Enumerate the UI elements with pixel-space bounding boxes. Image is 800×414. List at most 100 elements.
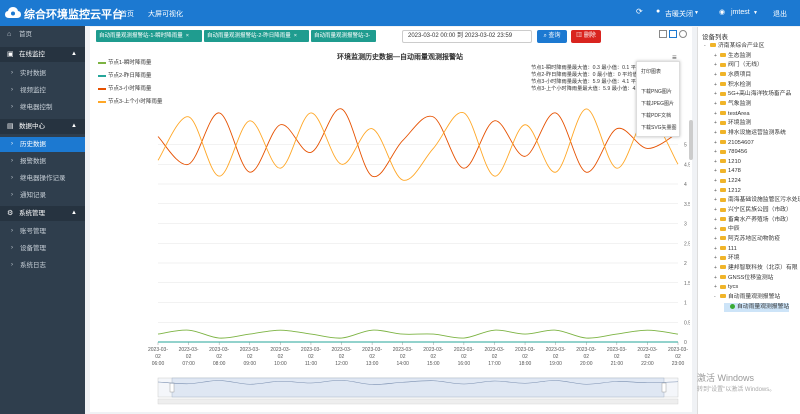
expand-icon[interactable]: + — [714, 71, 717, 78]
refresh-icon[interactable]: ⟳ — [636, 7, 643, 16]
tree-node[interactable]: + 南海基础设施监管区污水处理 — [714, 196, 800, 205]
scrollbar[interactable] — [689, 120, 693, 160]
expand-icon[interactable]: + — [714, 207, 717, 214]
weather-toggle[interactable]: 吉暖关闭 — [665, 11, 693, 18]
nav-big-screen[interactable]: 大屏可视化 — [148, 11, 183, 18]
tree-node[interactable]: + 阿克苏地区动物防疫 — [714, 235, 780, 244]
tree-node[interactable]: + 环境监测 — [714, 119, 751, 128]
stat-line-1: 节点1-瞬时降雨量最大值：0.3 最小值：0.1 平均值 — [531, 65, 647, 71]
legend-item-1[interactable]: 节点1-瞬时降雨量 — [98, 58, 151, 66]
tree-node[interactable]: +21054607 — [714, 139, 754, 148]
expand-icon[interactable]: + — [714, 255, 717, 262]
tree-node[interactable]: + 生态监测 — [714, 52, 751, 61]
close-icon[interactable]: × — [293, 33, 297, 39]
sidebar-item-relay-log[interactable]: › 继电器操作记录 — [0, 171, 85, 186]
expand-icon[interactable]: + — [714, 178, 717, 185]
menu-jpeg[interactable]: 下载JPEG图片 — [641, 101, 675, 107]
tree-node[interactable]: + 排水设施运营监测系统 — [714, 129, 786, 138]
expand-icon[interactable]: + — [714, 264, 717, 271]
expand-icon[interactable]: + — [714, 158, 717, 165]
tree-node[interactable]: + testArea — [714, 110, 750, 119]
tree-node[interactable]: + 建邦智联科技（北京）有限 — [714, 264, 798, 273]
expand-icon[interactable]: + — [714, 62, 717, 69]
expand-icon[interactable]: + — [714, 197, 717, 204]
hamburger-menu-icon[interactable]: ≡ — [672, 53, 677, 62]
date-range-input[interactable]: 2023-03-02 00:00 到 2023-03-02 23:59 — [402, 30, 532, 43]
tree-node[interactable]: - 济南某综合产业区 — [704, 42, 764, 51]
expand-icon[interactable]: + — [714, 284, 717, 291]
sidebar-item-syslog[interactable]: › 系统日志 — [0, 258, 85, 273]
tag-station-2[interactable]: 自动雨量观测报警站-2-昨日降雨量 × — [204, 30, 309, 42]
expand-icon[interactable]: + — [714, 236, 717, 242]
expand-icon[interactable]: + — [714, 245, 717, 252]
sidebar-item-realtime[interactable]: › 实时数据 — [0, 66, 85, 81]
tree-node[interactable]: + 环境 — [714, 254, 740, 263]
sidebar-group-monitor[interactable]: ▣ 在线监控 ▲ — [0, 47, 85, 62]
x-tick-label: 2023-03-02 06:00 — [148, 347, 168, 367]
close-icon[interactable]: × — [185, 33, 189, 39]
username[interactable]: jmtest — [731, 9, 750, 16]
tag-station-1[interactable]: 自动雨量观测报警站-1-瞬时降雨量 × — [96, 30, 202, 42]
tree-node[interactable]: + 中辰 — [714, 225, 740, 234]
tree-node[interactable]: +5G+高山海洋牧场畜产品 — [714, 90, 791, 99]
expand-icon[interactable]: + — [714, 120, 717, 127]
tree-node[interactable]: + 水质项目 — [714, 71, 751, 80]
tree-node[interactable]: +111 — [714, 245, 737, 254]
legend-item-4[interactable]: 节点3-上个小时降雨量 — [98, 97, 162, 105]
expand-icon[interactable]: + — [714, 52, 717, 59]
sidebar-item-notify[interactable]: › 通知记录 — [0, 188, 85, 203]
tree-node[interactable]: +1210 — [714, 158, 741, 167]
menu-svg[interactable]: 下载SVG矢量图 — [641, 125, 677, 131]
expand-icon[interactable]: + — [714, 139, 717, 146]
delete-button[interactable]: ▥ 删除 — [571, 30, 601, 43]
sidebar-item-alarm[interactable]: › 报警数据 — [0, 154, 85, 169]
sidebar-item-relay[interactable]: › 继电器控制 — [0, 100, 85, 115]
sidebar-item-home[interactable]: ⌂ 首页 — [0, 27, 85, 42]
tree-node-label: 济南某综合产业区 — [718, 43, 765, 49]
sidebar-item-video[interactable]: › 视频监控 — [0, 83, 85, 98]
menu-pdf[interactable]: 下载PDF文档 — [641, 113, 672, 119]
tree-node[interactable]: + 气象监测 — [714, 100, 751, 109]
tree-node[interactable]: +1212 — [714, 187, 741, 196]
collapse-icon[interactable]: - — [714, 293, 716, 300]
tree-node[interactable]: - 自动雨量观测报警站 — [714, 293, 780, 302]
tree-node[interactable]: +1478 — [714, 167, 741, 176]
sidebar-item-device[interactable]: › 设备管理 — [0, 241, 85, 256]
expand-icon[interactable]: + — [714, 187, 717, 194]
tree-node[interactable]: +1224 — [714, 177, 741, 186]
sidebar-group-data[interactable]: ▤ 数据中心 ▲ — [0, 119, 85, 134]
nav-home[interactable]: 首页 — [120, 11, 134, 18]
expand-icon[interactable]: + — [714, 149, 717, 156]
sidebar-item-history[interactable]: › 历史数据 — [0, 137, 85, 152]
tree-node[interactable]: +789456 — [714, 148, 747, 157]
expand-icon[interactable]: + — [714, 216, 717, 223]
tree-node[interactable]: + 兴宁区民族公园（市政） — [714, 206, 792, 215]
expand-icon[interactable]: + — [714, 168, 717, 175]
tree-node[interactable]: + 畜禽水产养殖场（市政） — [714, 216, 792, 225]
menu-print[interactable]: 打印图表 — [641, 69, 662, 75]
tag-station-3[interactable]: 自动雨量观测报警站-3- — [311, 30, 376, 42]
expand-icon[interactable]: + — [714, 226, 717, 233]
tree-node[interactable]: + tycs — [714, 283, 738, 292]
sidebar-group-system[interactable]: ⚙ 系统管理 ▲ — [0, 206, 85, 221]
logout-link[interactable]: 退出 — [773, 11, 787, 18]
tree-node[interactable]: + 积水检测 — [714, 81, 751, 90]
expand-icon[interactable]: + — [714, 100, 717, 107]
menu-png[interactable]: 下载PNG图片 — [641, 89, 672, 95]
view-chart-icon[interactable] — [669, 30, 677, 38]
tree-node[interactable]: + GNSS位移监测站 — [714, 274, 773, 283]
legend-item-3[interactable]: 节点3-小时降雨量 — [98, 84, 151, 92]
tree-node[interactable]: 自动雨量观测报警站 — [724, 302, 790, 312]
query-button[interactable]: ⌕ 查询 — [537, 30, 567, 43]
sidebar-item-account[interactable]: › 账号管理 — [0, 224, 85, 239]
collapse-icon[interactable]: - — [704, 43, 706, 49]
expand-icon[interactable]: + — [714, 110, 717, 117]
view-settings-icon[interactable] — [679, 30, 687, 38]
expand-icon[interactable]: + — [714, 274, 717, 281]
legend-item-2[interactable]: 节点2-昨日降雨量 — [98, 71, 151, 79]
expand-icon[interactable]: + — [714, 81, 717, 88]
view-table-icon[interactable] — [659, 30, 667, 38]
expand-icon[interactable]: + — [714, 91, 717, 98]
tree-node[interactable]: + 阀门（无线） — [714, 61, 763, 70]
expand-icon[interactable]: + — [714, 129, 717, 136]
